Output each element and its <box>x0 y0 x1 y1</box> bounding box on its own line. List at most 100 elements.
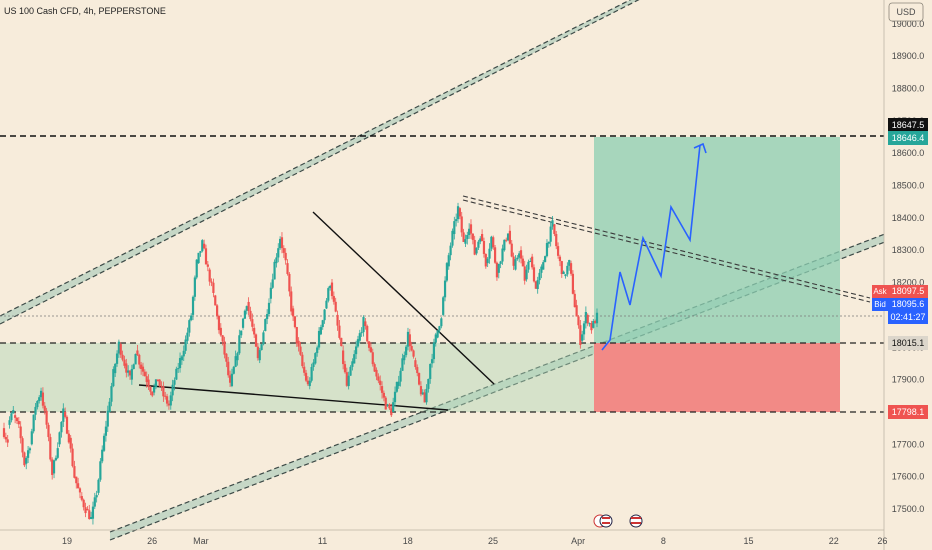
target-zone[interactable] <box>594 137 840 343</box>
candle-body <box>479 238 482 242</box>
upper-channel[interactable] <box>0 0 648 325</box>
candle-body <box>212 282 215 293</box>
candle-body <box>125 363 128 373</box>
candle-body <box>154 379 158 387</box>
candle-body <box>151 391 154 396</box>
currency-button[interactable]: USD <box>888 2 924 22</box>
candle-body <box>556 246 560 256</box>
candle-body <box>84 507 87 514</box>
candle-body <box>288 273 291 292</box>
candle-body <box>301 354 304 367</box>
candle-body <box>577 316 580 326</box>
candle-body <box>468 228 471 236</box>
triangle-lower-line[interactable] <box>138 384 449 411</box>
candle-body <box>49 437 52 460</box>
candle-body <box>106 410 109 427</box>
candle-body <box>455 219 458 222</box>
candle-body <box>379 380 382 385</box>
candle-body <box>128 370 132 376</box>
candle-body <box>78 488 82 493</box>
candle-body <box>564 274 567 277</box>
projection-path[interactable] <box>601 142 707 351</box>
candle-body <box>164 395 167 397</box>
economic-event-icon[interactable] <box>593 514 613 528</box>
stop-zone[interactable] <box>594 343 840 412</box>
candle-body <box>184 339 187 351</box>
candle-body <box>64 411 67 417</box>
candle-body <box>8 420 11 425</box>
candle-body <box>582 323 586 335</box>
candle-body <box>342 350 345 365</box>
candle-body <box>127 370 130 373</box>
candle-body <box>4 436 7 440</box>
candle-body <box>460 216 463 233</box>
price-axis[interactable] <box>884 0 932 550</box>
candle-body <box>260 344 263 351</box>
y-tick-label: 18200.0 <box>892 278 925 288</box>
candle-body <box>95 495 98 498</box>
candle-body <box>221 335 224 342</box>
candle-body <box>377 376 380 381</box>
candle-body <box>17 421 20 425</box>
candle-body <box>199 251 202 253</box>
x-axis-ticks: 19 26 Mar 11 18 25 Apr 8 15 22 26 <box>62 536 887 546</box>
candle-body <box>97 479 100 493</box>
candle-body <box>210 281 213 283</box>
candle-body <box>501 248 504 262</box>
candle-body <box>495 262 499 278</box>
candle-body <box>430 359 434 364</box>
candle-body <box>216 305 219 317</box>
y-tick-label: 18900.0 <box>892 51 925 61</box>
candle-body <box>171 384 174 396</box>
candle-body <box>190 315 193 321</box>
candle-body <box>581 334 584 341</box>
price-tags: 18647.5 18646.4 Ask 18097.5 Bid 18095.6 … <box>872 118 928 419</box>
candle-body <box>249 310 252 320</box>
candle-body <box>434 334 437 343</box>
candle-body <box>279 238 282 249</box>
candle-body <box>303 366 306 373</box>
candle-body <box>392 402 395 412</box>
candle-body <box>180 356 183 361</box>
candle-body <box>193 277 196 297</box>
candle-body <box>453 221 456 235</box>
candle-body <box>236 353 239 361</box>
currency-label: USD <box>896 7 916 17</box>
candle-body <box>462 232 465 242</box>
candle-body <box>45 410 48 425</box>
candle-body <box>2 428 6 437</box>
candle-body <box>542 262 545 270</box>
triangle-upper-line[interactable] <box>312 211 495 385</box>
candle-body <box>330 282 334 297</box>
candle-body <box>195 259 198 278</box>
descending-trendline[interactable] <box>462 195 871 303</box>
candle-body <box>418 373 421 385</box>
candle-body <box>167 403 171 406</box>
candle-body <box>123 359 126 366</box>
range-box[interactable] <box>0 343 594 412</box>
candle-body <box>58 432 61 445</box>
candle-body <box>345 372 348 386</box>
level-tag-18647: 18647.5 <box>888 118 928 132</box>
candle-body <box>562 271 565 275</box>
candle-body <box>117 341 120 354</box>
us-flag-icon[interactable] <box>629 514 643 528</box>
candle-body <box>47 424 50 438</box>
ask-tag-value: 18097.5 <box>892 286 925 296</box>
candle-body <box>310 367 313 381</box>
candle-body <box>182 350 185 357</box>
candle-body <box>573 293 576 308</box>
candle-body <box>39 390 43 398</box>
candle-body <box>253 327 256 335</box>
candle-body <box>373 364 376 372</box>
candle-body <box>451 230 454 246</box>
candle-body <box>112 369 115 387</box>
candle-body <box>544 256 547 263</box>
candle-body <box>329 285 332 289</box>
candle-body <box>80 496 83 500</box>
candle-body <box>227 361 230 376</box>
candle-body <box>488 248 491 259</box>
candle-body <box>241 318 245 328</box>
candle-body <box>323 309 326 321</box>
